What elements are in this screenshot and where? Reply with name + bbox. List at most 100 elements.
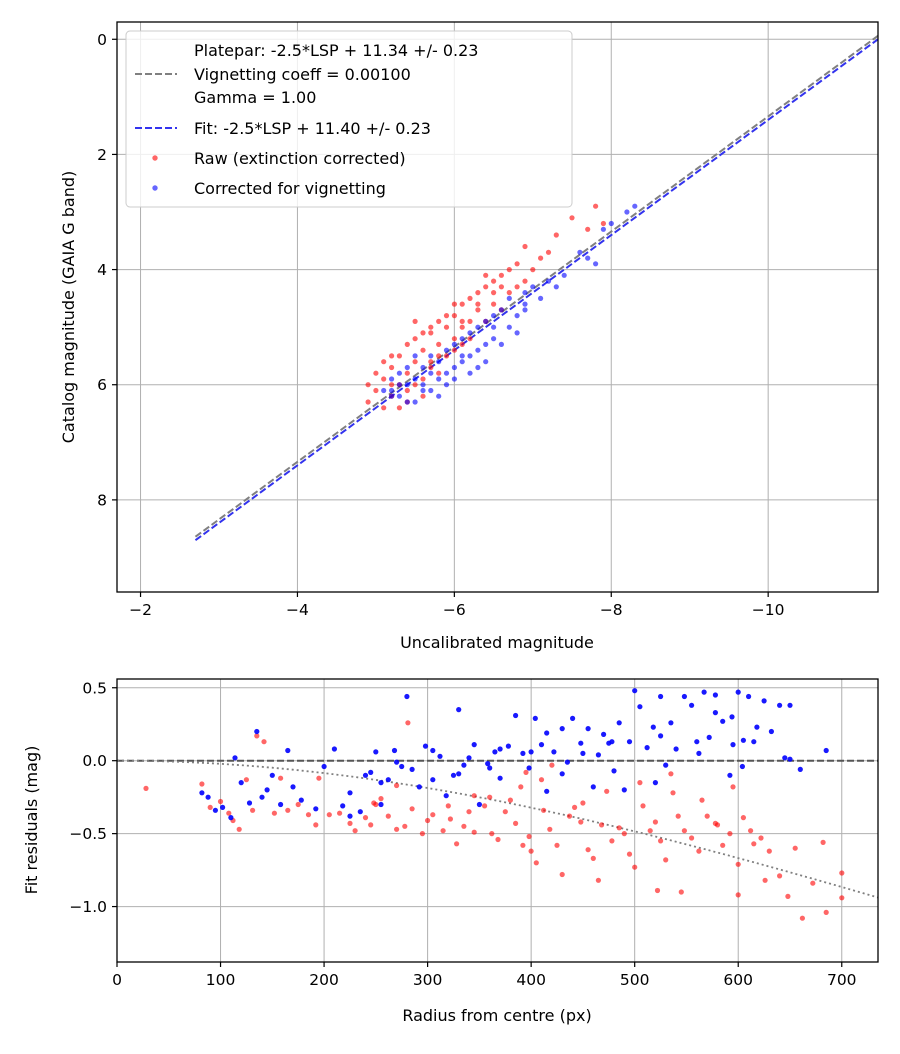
calibration-corrected-point (553, 284, 559, 290)
calibration-corrected-point (475, 347, 481, 353)
calibration-corrected-point (459, 353, 465, 359)
vignetting-model-curve (117, 759, 878, 899)
calibration-raw-point (412, 318, 418, 324)
residuals-raw-point (777, 873, 783, 879)
residuals-raw-point (489, 831, 495, 837)
calibration-corrected-point (600, 226, 607, 232)
residuals-x-label: Radius from centre (px) (402, 1006, 591, 1025)
calibration-raw-point (443, 313, 450, 319)
residuals-corrected-point (347, 790, 353, 796)
residuals-corrected-point (616, 720, 622, 726)
residuals-raw-point (647, 828, 653, 834)
residuals-corrected-point (739, 763, 746, 770)
residuals-raw-point (347, 820, 353, 827)
residuals-raw-point (640, 803, 646, 809)
calibration-corrected-point (506, 295, 512, 301)
residuals-corrected-point (735, 689, 741, 695)
residuals-corrected-point (347, 813, 353, 819)
residuals-corrected-point (658, 733, 664, 739)
residuals-raw-point (199, 781, 205, 787)
calibration-raw-point (436, 353, 442, 359)
residuals-corrected-point (644, 745, 650, 751)
calibration-raw-point (585, 226, 591, 232)
calibration-corrected-point (443, 382, 450, 388)
residuals-corrected-point (340, 803, 346, 809)
calibration-plot-frame (116, 21, 879, 593)
residuals-raw-point (143, 785, 149, 792)
residuals-raw-point (748, 828, 754, 834)
calibration-corrected-point (491, 324, 497, 330)
residuals-raw-point (482, 803, 488, 809)
calibration-raw-point (498, 284, 504, 290)
residuals-corrected-point (520, 750, 526, 757)
calibration-corrected-point (443, 347, 450, 353)
calibration-raw-point (522, 243, 528, 250)
residuals-corrected-point (559, 771, 565, 777)
residuals-x-tick-label: 300 (413, 971, 443, 989)
residuals-raw-point (735, 892, 741, 898)
residuals-corrected-point (751, 739, 757, 745)
calibration-x-tick-label: −10 (752, 601, 785, 619)
residuals-corrected-point (528, 749, 534, 755)
calibration-raw-point (459, 318, 465, 324)
calibration-x-tick-label: −8 (600, 601, 623, 619)
residuals-raw-point (547, 826, 553, 832)
residuals-corrected-point (706, 734, 712, 741)
calibration-corrected-point (443, 370, 450, 376)
residuals-corrected-point (768, 728, 775, 735)
calibration-corrected-point (404, 399, 410, 405)
residuals-corrected-point (430, 747, 436, 754)
residuals-corrected-point (378, 801, 384, 808)
residuals-corrected-point (385, 777, 391, 783)
calibration-raw-point (538, 255, 544, 261)
residuals-raw-point (466, 809, 472, 815)
residuals-raw-point (704, 813, 710, 819)
legend-frame (125, 30, 573, 208)
calibration-raw-point (443, 353, 450, 359)
residuals-x-tick-label: 500 (620, 971, 650, 989)
residuals-raw-point (663, 857, 669, 863)
residuals-raw-point (766, 848, 772, 854)
legend-raw-swatch (152, 155, 158, 161)
residuals-raw-point (295, 801, 301, 808)
calibration-corrected-point (561, 272, 567, 278)
residuals-corrected-point (595, 752, 602, 758)
calibration-raw-point (506, 267, 512, 273)
calibration-raw-point (459, 301, 465, 307)
residuals-corrected-point (476, 801, 482, 808)
residuals-corrected-point (526, 765, 532, 771)
calibration-raw-point (467, 336, 473, 342)
residuals-raw-point (616, 825, 622, 831)
residuals-corrected-point (538, 742, 545, 748)
calibration-corrected-point (451, 364, 457, 371)
residuals-raw-point (430, 812, 436, 818)
residuals-corrected-point (761, 698, 767, 704)
calibration-legend: Platepar: -2.5*LSP + 11.34 +/- 0.23 Vign… (125, 30, 573, 208)
residuals-y-label: Fit residuals (mag) (22, 746, 41, 895)
residuals-raw-point (751, 841, 757, 847)
residuals-raw-point (461, 823, 467, 829)
residuals-corrected-point (416, 784, 422, 790)
calibration-raw-point (396, 405, 402, 411)
residuals-corrected-point (730, 742, 736, 748)
residuals-raw-point (261, 739, 267, 745)
residuals-corrected-point (696, 750, 702, 757)
calibration-corrected-point (467, 353, 473, 359)
residuals-corrected-point (551, 749, 557, 755)
calibration-corrected-point (428, 387, 434, 394)
calibration-corrected-point (514, 313, 520, 319)
residuals-raw-point (313, 822, 319, 828)
calibration-raw-point (404, 341, 410, 347)
residuals-raw-point (762, 877, 768, 883)
residuals-raw-point (670, 790, 676, 796)
calibration-corrected-point (538, 295, 544, 301)
calibration-raw-point (443, 324, 450, 330)
residuals-corrected-point (430, 777, 436, 783)
residuals-raw-point (554, 842, 560, 848)
calibration-raw-point (593, 203, 599, 209)
calibration-corrected-point (436, 393, 442, 399)
calibration-raw-point (569, 215, 575, 221)
residuals-raw-point (654, 887, 661, 894)
calibration-raw-point (365, 382, 371, 388)
residuals-corrected-point (701, 689, 707, 695)
